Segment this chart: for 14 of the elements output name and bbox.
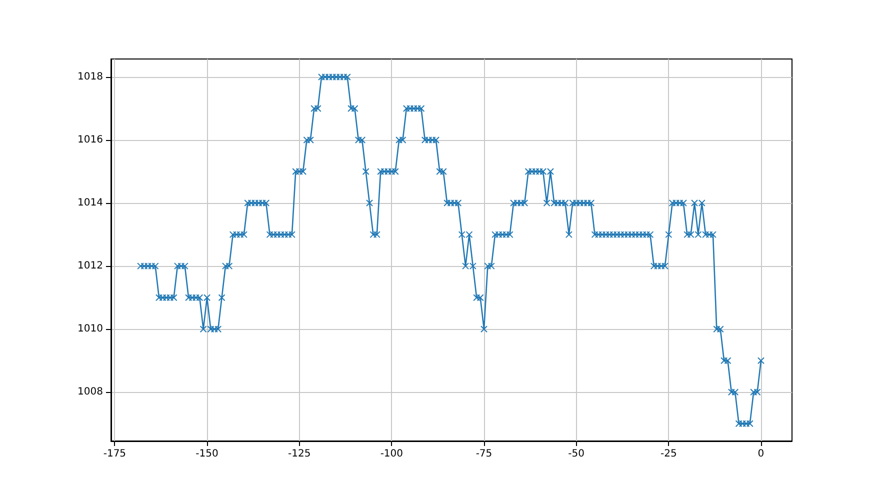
x-tick-label: -125 — [288, 448, 311, 460]
y-tick-label: 1014 — [78, 198, 103, 209]
y-tick-label: 1010 — [78, 324, 103, 335]
y-tick-label: 1018 — [78, 71, 103, 82]
x-tick-label: -25 — [660, 448, 677, 460]
x-tick-label: -75 — [476, 448, 492, 460]
x-tick-label: -100 — [380, 448, 404, 460]
x-tick-label: 0 — [758, 448, 764, 460]
x-tick-label: -50 — [568, 448, 584, 460]
y-tick-label: 1012 — [78, 260, 103, 272]
y-tick-label: 1016 — [78, 134, 103, 146]
y-tick-label: 1008 — [78, 386, 103, 398]
x-tick-label: -175 — [103, 448, 126, 460]
x-tick-label: -150 — [196, 448, 218, 460]
